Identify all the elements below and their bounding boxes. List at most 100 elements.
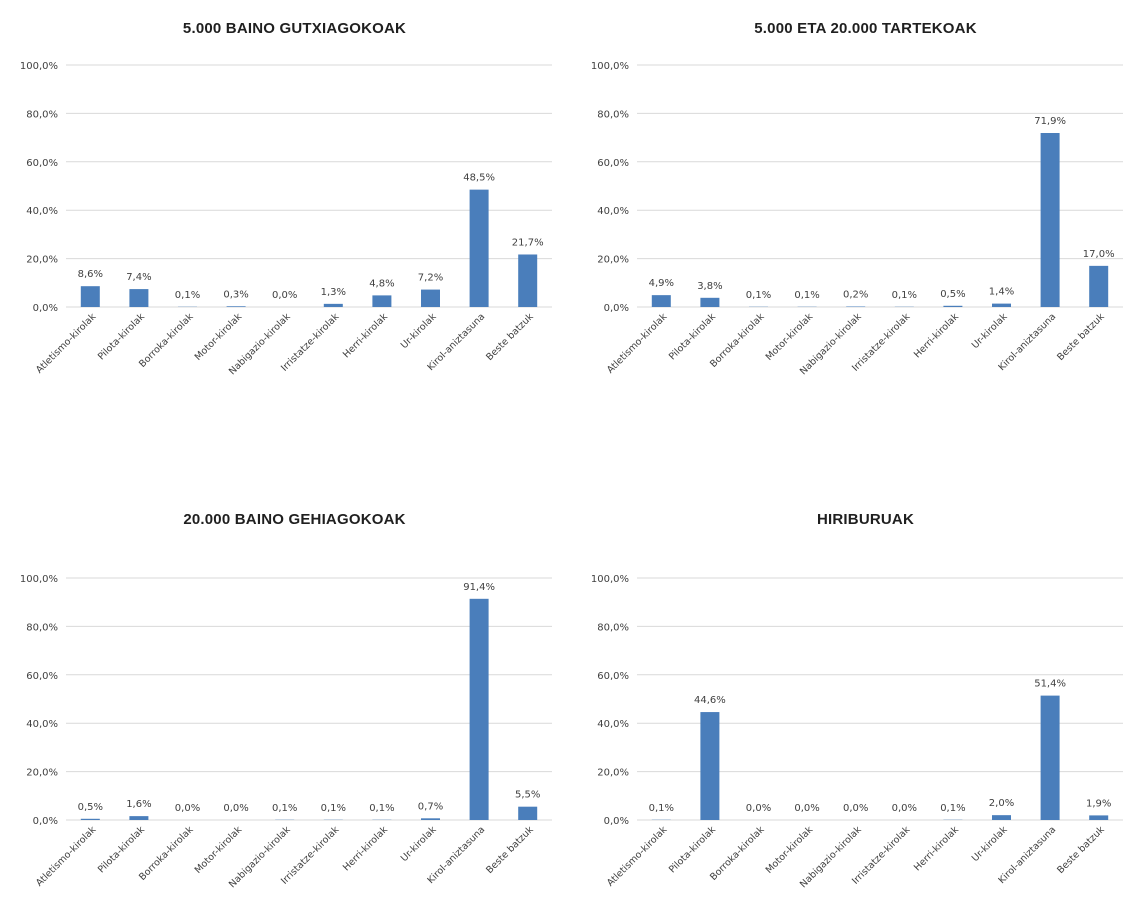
data-label: 51,4% xyxy=(1034,679,1066,690)
y-tick-label: 0,0% xyxy=(33,816,58,827)
bar xyxy=(324,304,343,307)
y-tick-label: 20,0% xyxy=(597,768,629,779)
y-tick-label: 100,0% xyxy=(591,61,629,72)
data-label: 3,8% xyxy=(697,281,722,292)
chart-title: 5.000 ETA 20.000 TARTEKOAK xyxy=(571,20,1136,37)
y-tick-label: 60,0% xyxy=(597,158,629,169)
x-tick-label: Motor-kirolak xyxy=(193,824,245,876)
x-tick-label: Atletismo-kirolak xyxy=(605,311,670,376)
bar xyxy=(1041,696,1060,820)
chart-panel-2: 5.000 ETA 20.000 TARTEKOAK 0,0% 20,0% 40,0… xyxy=(571,0,1136,445)
y-tick-label: 60,0% xyxy=(26,158,58,169)
data-label: 7,4% xyxy=(126,272,151,283)
chart-title: HIRIBURUAK xyxy=(571,511,1136,528)
data-label: 8,6% xyxy=(78,269,103,280)
data-label: 0,5% xyxy=(78,802,103,813)
x-tick-label: Ur-kirolak xyxy=(970,824,1010,864)
data-label: 0,0% xyxy=(794,803,819,814)
bar xyxy=(81,286,100,307)
y-tick-label: 100,0% xyxy=(20,574,58,585)
y-tick-label: 0,0% xyxy=(33,303,58,314)
data-label: 0,0% xyxy=(892,803,917,814)
data-label: 0,0% xyxy=(175,803,200,814)
y-tick-label: 20,0% xyxy=(597,255,629,266)
x-tick-label: Pilota-kirolak xyxy=(667,311,718,362)
x-tick-label: Motor-kirolak xyxy=(764,824,816,876)
bar xyxy=(372,295,391,307)
bar xyxy=(992,304,1011,307)
data-label: 91,4% xyxy=(463,582,495,593)
data-label: 0,0% xyxy=(746,803,771,814)
data-label: 0,0% xyxy=(223,803,248,814)
x-tick-label: Ur-kirolak xyxy=(399,824,439,864)
data-label: 1,3% xyxy=(321,287,346,298)
data-label: 4,9% xyxy=(649,278,674,289)
bar xyxy=(470,190,489,307)
bar xyxy=(700,298,719,307)
bar xyxy=(421,290,440,307)
bar xyxy=(1089,266,1108,307)
chart-title: 5.000 BAINO GUTXIAGOKOAK xyxy=(0,20,565,37)
chart-panel-1: 5.000 BAINO GUTXIAGOKOAK 0,0% 20,0% 40,0% 6… xyxy=(0,0,565,445)
bar xyxy=(992,815,1011,820)
bar xyxy=(129,289,148,307)
bar xyxy=(518,254,537,307)
x-tick-label: Pilota-kirolak xyxy=(96,824,147,875)
y-tick-label: 80,0% xyxy=(597,622,629,633)
chart-panel-3: 20.000 BAINO GEHIAGOKOAK 0,0%20,0%40,0%6… xyxy=(0,456,565,911)
data-label: 0,1% xyxy=(892,290,917,301)
x-tick-label: Herri-kirolak xyxy=(341,824,390,873)
data-label: 1,6% xyxy=(126,799,151,810)
data-label: 0,1% xyxy=(794,290,819,301)
x-tick-label: Motor-kirolak xyxy=(764,311,816,363)
bar xyxy=(1089,815,1108,820)
data-label: 1,4% xyxy=(989,287,1014,298)
x-tick-label: Ur-kirolak xyxy=(970,311,1010,351)
y-tick-label: 0,0% xyxy=(604,303,629,314)
bar xyxy=(227,306,246,307)
data-label: 71,9% xyxy=(1034,116,1066,127)
data-label: 0,0% xyxy=(843,803,868,814)
y-tick-label: 80,0% xyxy=(597,109,629,120)
bar xyxy=(421,818,440,820)
y-tick-label: 20,0% xyxy=(26,255,58,266)
x-tick-label: Beste batzuk xyxy=(1055,311,1107,363)
y-tick-label: 40,0% xyxy=(597,719,629,730)
x-tick-label: Beste batzuk xyxy=(484,824,536,876)
data-label: 21,7% xyxy=(512,237,544,248)
data-label: 1,9% xyxy=(1086,798,1111,809)
chart-panel-4: HIRIBURUAK 0,0%20,0%40,0%60,0%80,0%100,0… xyxy=(571,456,1136,911)
x-tick-label: Ur-kirolak xyxy=(399,311,439,351)
y-tick-label: 40,0% xyxy=(26,719,58,730)
bar xyxy=(652,295,671,307)
x-tick-label: Herri-kirolak xyxy=(341,311,390,360)
x-tick-label: Pilota-kirolak xyxy=(667,824,718,875)
bar xyxy=(518,807,537,820)
y-tick-label: 80,0% xyxy=(26,622,58,633)
y-tick-label: 60,0% xyxy=(597,671,629,682)
data-label: 0,1% xyxy=(746,290,771,301)
y-tick-label: 40,0% xyxy=(26,206,58,217)
data-label: 0,1% xyxy=(175,290,200,301)
x-tick-label: Beste batzuk xyxy=(484,311,536,363)
data-label: 0,1% xyxy=(369,803,394,814)
x-tick-label: Motor-kirolak xyxy=(193,311,245,363)
data-label: 0,1% xyxy=(649,803,674,814)
data-label: 0,1% xyxy=(321,803,346,814)
x-tick-label: Beste batzuk xyxy=(1055,824,1107,876)
x-tick-label: Herri-kirolak xyxy=(912,311,961,360)
x-tick-label: Atletismo-kirolak xyxy=(34,824,99,889)
data-label: 4,8% xyxy=(369,278,394,289)
x-tick-label: Atletismo-kirolak xyxy=(34,311,99,376)
y-tick-label: 40,0% xyxy=(597,206,629,217)
y-tick-label: 0,0% xyxy=(604,816,629,827)
y-tick-label: 80,0% xyxy=(26,109,58,120)
data-label: 0,1% xyxy=(940,803,965,814)
data-label: 2,0% xyxy=(989,798,1014,809)
data-label: 48,5% xyxy=(463,173,495,184)
y-tick-label: 60,0% xyxy=(26,671,58,682)
bar xyxy=(81,819,100,820)
y-tick-label: 100,0% xyxy=(20,61,58,72)
data-label: 5,5% xyxy=(515,790,540,801)
data-label: 7,2% xyxy=(418,273,443,284)
